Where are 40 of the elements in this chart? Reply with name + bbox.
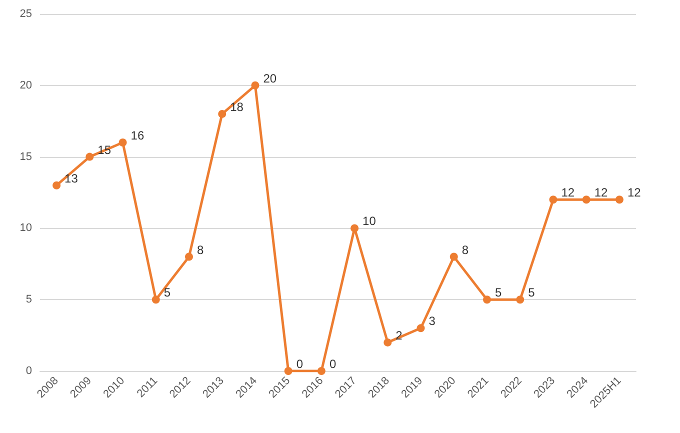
data-label: 10 bbox=[362, 214, 376, 228]
data-label: 12 bbox=[627, 186, 642, 200]
point bbox=[86, 152, 94, 161]
point bbox=[483, 296, 491, 304]
point bbox=[516, 296, 524, 304]
point bbox=[251, 81, 260, 90]
point bbox=[118, 138, 127, 147]
data-label: 8 bbox=[197, 242, 204, 257]
y-tick-label: 0 bbox=[26, 365, 32, 377]
point bbox=[317, 367, 326, 375]
data-label: 5 bbox=[495, 286, 502, 300]
data-label: 8 bbox=[462, 242, 469, 257]
y-tick-label: 5 bbox=[26, 294, 32, 306]
point bbox=[416, 324, 425, 332]
y-tick-label: 15 bbox=[20, 150, 32, 163]
point bbox=[350, 224, 359, 232]
point bbox=[52, 181, 61, 190]
data-label: 16 bbox=[130, 128, 144, 143]
point bbox=[450, 252, 458, 261]
y-tick-label: 25 bbox=[20, 8, 32, 20]
data-label: 5 bbox=[164, 286, 171, 300]
point bbox=[384, 338, 392, 346]
data-label: 0 bbox=[296, 357, 304, 371]
data-label: 20 bbox=[263, 71, 277, 86]
point bbox=[582, 196, 590, 204]
data-label: 18 bbox=[230, 100, 244, 114]
data-label: 13 bbox=[64, 171, 78, 186]
point bbox=[218, 110, 226, 118]
data-label: 12 bbox=[594, 186, 608, 200]
point bbox=[185, 252, 193, 261]
point bbox=[549, 196, 558, 204]
data-label: 12 bbox=[561, 186, 575, 200]
y-tick-label: 20 bbox=[20, 79, 32, 92]
point bbox=[615, 196, 624, 204]
point bbox=[284, 367, 292, 375]
y-tick-label: 10 bbox=[20, 222, 32, 234]
data-label: 3 bbox=[428, 314, 436, 328]
point bbox=[152, 296, 160, 304]
data-label: 0 bbox=[329, 357, 336, 371]
data-label: 5 bbox=[528, 286, 536, 300]
